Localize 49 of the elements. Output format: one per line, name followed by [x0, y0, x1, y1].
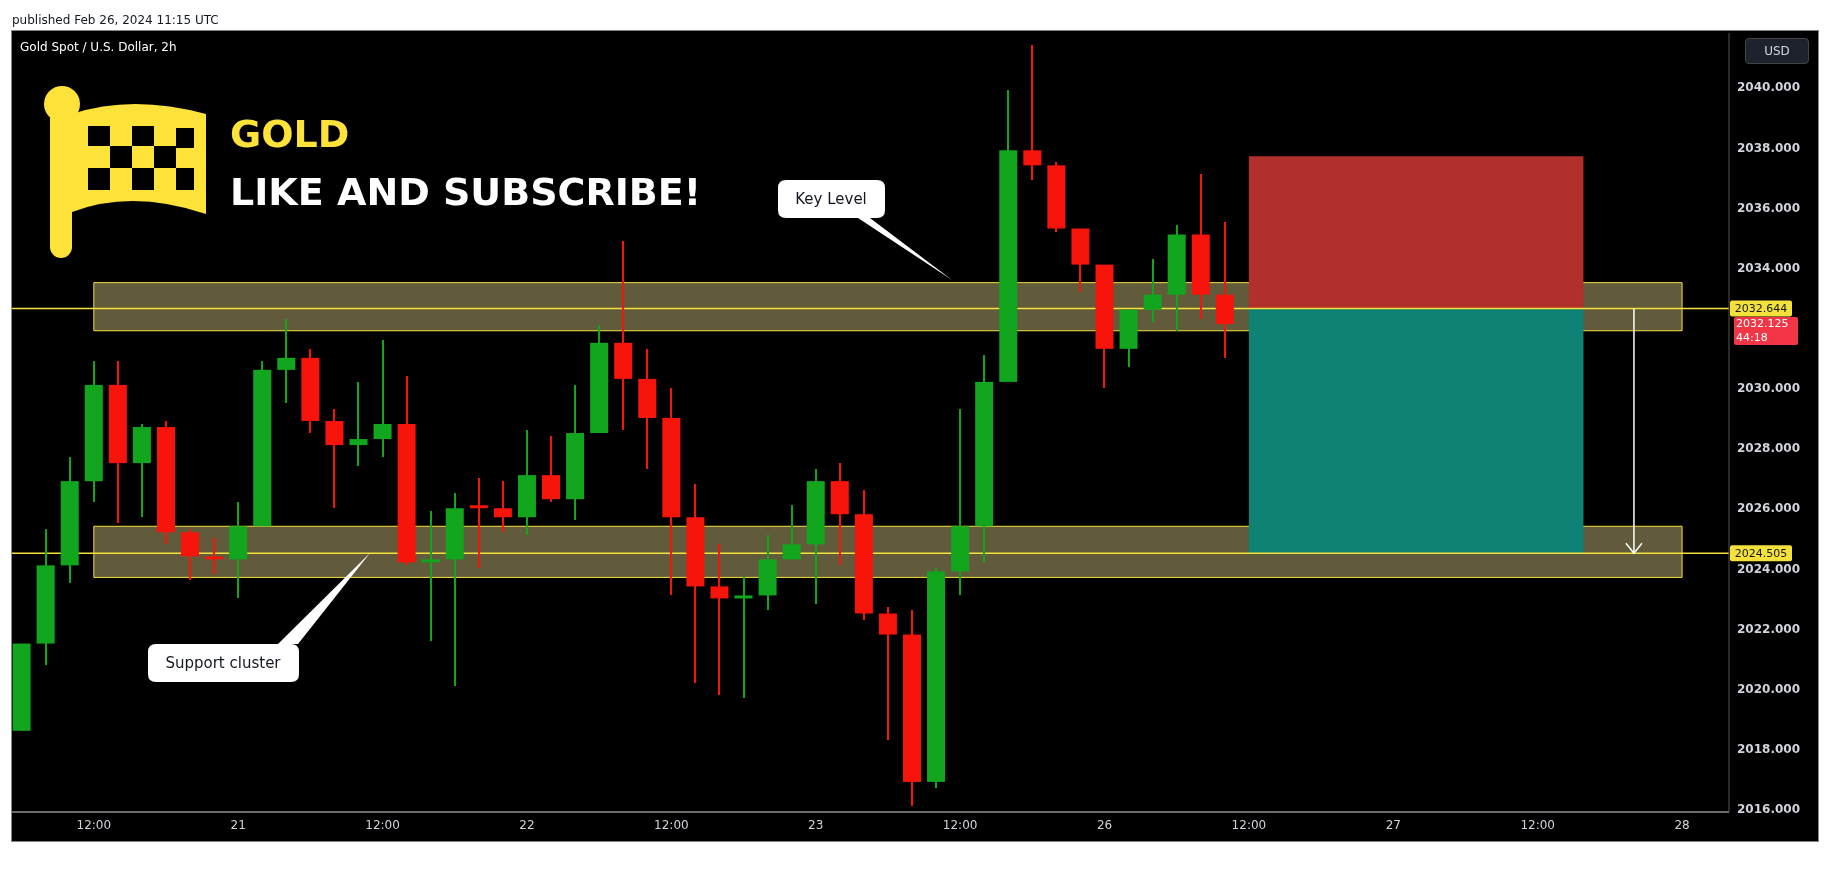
x-tick-label: 12:00	[1231, 817, 1267, 832]
text: published Feb 26, 2024 11:15 UTC	[12, 13, 219, 27]
x-tick-label: 21	[230, 817, 246, 832]
x-tick-label: 23	[808, 817, 824, 832]
x-tick-label: 12:00	[76, 817, 112, 832]
y-tick-label: 2018.000	[1737, 742, 1801, 757]
x-tick-label: 12:00	[1520, 817, 1555, 832]
x-tick-label: 27	[1385, 817, 1401, 832]
y-tick-label: 2026.000	[1737, 501, 1801, 516]
candlestick	[782, 504, 801, 561]
ref-line-label: 2032.644	[1734, 302, 1788, 316]
candlestick	[349, 380, 368, 468]
y-tick-label: 2024.000	[1737, 561, 1801, 576]
candlestick	[277, 317, 296, 404]
y-tick-label: 2036.000	[1737, 200, 1801, 215]
candlestick	[493, 480, 512, 534]
candlestick	[878, 606, 897, 741]
candlestick	[373, 338, 392, 459]
y-tick-label: 2040.000	[1737, 80, 1801, 95]
text: 2032.125	[1736, 316, 1790, 331]
y-tick-label: 2028.000	[1737, 441, 1801, 456]
candlestick	[1023, 44, 1042, 182]
text: USD	[1745, 38, 1809, 64]
candlestick	[205, 537, 224, 576]
y-tick-label: 2038.000	[1737, 140, 1801, 155]
annotation: Support cluster	[165, 654, 282, 672]
annotation: Key Level	[795, 190, 867, 208]
x-tick-label: 28	[1674, 817, 1690, 832]
text: 44:18	[1736, 330, 1769, 345]
candlestick	[469, 477, 488, 570]
y-tick-label: 2030.000	[1737, 381, 1801, 396]
y-tick-label: 2022.000	[1737, 621, 1801, 636]
y-tick-label: 2020.000	[1737, 681, 1801, 696]
speech-bubble: Support cluster	[148, 551, 372, 683]
x-tick-label: 26	[1096, 817, 1113, 832]
text: Gold Spot / U.S. Dollar, 2h	[20, 40, 177, 54]
candlestick	[1143, 257, 1162, 323]
x-tick-label: 12:00	[942, 817, 978, 832]
x-tick-label: 12:00	[654, 817, 689, 832]
y-tick-label: 2016.000	[1737, 802, 1801, 817]
ref-line-label: 2024.505	[1734, 547, 1788, 561]
x-tick-label: 22	[519, 817, 535, 832]
y-tick-label: 2034.000	[1737, 260, 1801, 275]
candlestick	[421, 510, 440, 642]
candlestick	[734, 576, 753, 699]
annotation: GOLD	[230, 112, 350, 156]
candlestick	[710, 543, 729, 696]
x-tick-label: 12:00	[365, 817, 400, 832]
annotation: LIKE AND SUBSCRIBE!	[230, 170, 702, 214]
